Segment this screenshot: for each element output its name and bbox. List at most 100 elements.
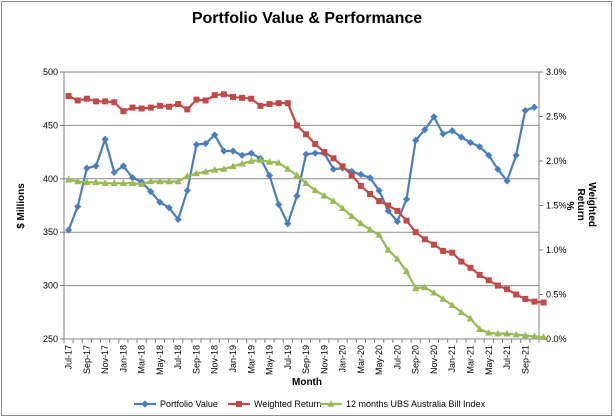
data-point [494,165,502,173]
data-point [512,151,520,159]
x-tick-label: Jan-21 [447,345,457,373]
data-point [421,283,429,291]
data-point [211,166,219,173]
data-point [412,136,420,144]
data-point [275,100,282,107]
data-point [101,135,109,143]
x-tick-label: Jul-20 [392,345,402,370]
data-point [156,102,163,109]
data-point [327,400,335,407]
x-tick-label: Mar-19 [246,345,256,374]
data-point [147,177,155,185]
data-point [375,231,383,238]
y-tick-label: 500 [43,67,58,77]
data-point [330,155,337,162]
data-point [311,186,319,194]
data-point [531,298,538,305]
data-point [275,200,283,209]
data-point [375,186,383,195]
data-point [174,177,182,185]
legend-label: Portfolio Value [160,399,218,409]
data-point [256,156,264,163]
x-tick-label: Nov-17 [100,345,110,374]
data-point [128,179,137,187]
data-point [457,308,465,316]
data-point [466,314,475,322]
data-point [74,202,82,211]
data-point [393,217,402,226]
data-point [366,174,374,182]
x-tick-label: Sep-20 [411,345,421,374]
data-point [320,191,328,199]
data-point [339,204,347,211]
data-point [530,103,539,111]
data-point [293,192,301,200]
data-point [202,97,209,104]
y-tick-label: 400 [43,174,58,184]
data-point [430,288,438,296]
data-point [302,179,310,187]
y2-tick-label: 0.5% [546,290,567,300]
data-point [357,182,364,189]
series-3 [64,156,548,341]
x-tick-label: Jul-21 [502,345,512,370]
data-point [357,170,365,179]
data-point [440,247,447,254]
data-point [284,100,291,107]
data-point [439,130,447,138]
y2-label-line-2: Return [575,188,586,220]
data-point [448,127,456,135]
data-point [339,163,346,170]
data-point [64,226,73,234]
data-point [357,219,365,227]
data-point [220,147,228,155]
x-tick-label: Mar-18 [137,345,147,374]
x-tick-label: Nov-20 [429,345,439,374]
data-point [211,92,218,99]
data-point [129,104,136,111]
data-point [384,246,392,253]
data-point [174,215,182,223]
data-point [265,158,274,165]
series-1 [64,103,539,234]
x-tick-label: Sep-21 [520,345,530,374]
y-tick-label: 300 [43,281,58,291]
data-point [83,164,91,172]
data-point [92,178,100,186]
x-tick-label: Nov-19 [319,345,329,374]
data-point [394,207,401,214]
data-point [457,133,465,141]
data-point [119,162,127,170]
data-point [421,126,429,134]
data-point [284,220,292,228]
data-point [119,179,127,187]
data-point [220,165,228,172]
series-2 [65,91,547,306]
data-point [247,149,255,157]
data-point [412,284,420,292]
data-point [165,204,173,212]
data-point [83,95,90,102]
data-point [366,225,374,233]
data-point [141,400,149,408]
data-point [522,295,529,302]
x-tick-label: Jan-18 [118,345,128,373]
data-point [312,141,319,148]
data-point [111,99,118,106]
y-axis-ticks: 250 300 350 400 450 500 [43,67,64,344]
data-point [476,325,484,333]
x-tick-label: May-18 [155,345,165,375]
data-point [302,150,310,158]
legend-item: Portfolio Value [134,399,218,409]
y-axis-label: $ Millions [16,183,27,229]
data-point [201,139,210,148]
legend-item: 12 months UBS Australia Bill Index [320,399,486,409]
data-point [329,165,338,173]
data-point [513,291,520,298]
data-point [348,167,356,175]
data-point [74,177,82,185]
data-point [183,172,191,179]
data-point [539,333,548,341]
x-tick-label: Jul-17 [64,345,74,370]
